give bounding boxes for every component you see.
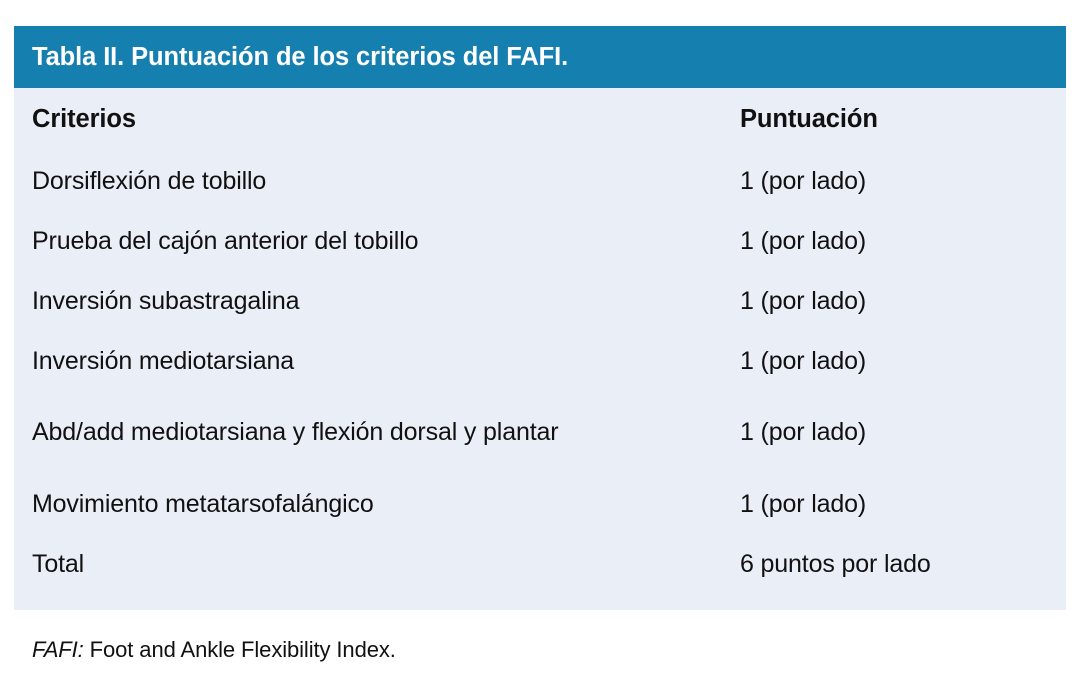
cell-criteria: Movimiento metatarsofalángico [32,489,374,518]
table-title: Tabla II. Puntuación de los criterios de… [32,42,569,71]
table-row: Prueba del cajón anterior del tobillo 1 … [32,211,1048,271]
table-row: Dorsiflexión de tobillo 1 (por lado) [32,151,1048,211]
cell-score: 1 (por lado) [740,286,867,315]
table-row: Abd/add mediotarsiana y flexión dorsal y… [32,391,1048,474]
cell-criteria: Dorsiflexión de tobillo [32,166,267,195]
cell-criteria-text: Abd/add mediotarsiana y flexión dorsal y… [32,418,559,447]
footnote-definition: Foot and Ankle Flexibility Index. [83,637,396,662]
column-header-puntuacion: Puntuación [740,105,878,133]
cell-criteria: Inversión subastragalina [32,286,300,315]
table-body: Criterios Puntuación Dorsiflexión de tob… [14,88,1066,610]
cell-score: 1 (por lado) [740,166,867,195]
cell-score: 1 (por lado) [740,489,867,518]
criteria-score-table: Criterios Puntuación Dorsiflexión de tob… [32,88,1048,594]
table-footnote: FAFI: Foot and Ankle Flexibility Index. [32,637,396,663]
table-row: Inversión mediotarsiana 1 (por lado) [32,331,1048,391]
cell-score: 1 (por lado) [740,226,867,255]
table-body-rows: Dorsiflexión de tobillo 1 (por lado) Pru… [32,151,1048,594]
table-row: Inversión subastragalina 1 (por lado) [32,271,1048,331]
cell-criteria: Inversión mediotarsiana [32,346,294,375]
table-caption-bar: Tabla II. Puntuación de los criterios de… [14,26,1066,88]
table-row: Total 6 puntos por lado [32,534,1048,594]
footnote-abbreviation: FAFI: [32,637,84,662]
cell-criteria: Prueba del cajón anterior del tobillo [32,226,419,255]
table-row: Movimiento metatarsofalángico 1 (por lad… [32,474,1048,534]
cell-score: 1 (por lado) [740,418,867,447]
column-header-criterios: Criterios [32,105,136,133]
cell-score: 1 (por lado) [740,346,867,375]
cell-criteria: Abd/add mediotarsiana y flexión dorsal y… [32,391,740,474]
table-header-row: Criterios Puntuación [32,88,1048,151]
cell-criteria-total: Total [32,549,85,578]
table-container: Tabla II. Puntuación de los criterios de… [14,26,1066,610]
table-head: Criterios Puntuación [32,88,1048,151]
cell-score-total: 6 puntos por lado [740,549,931,578]
